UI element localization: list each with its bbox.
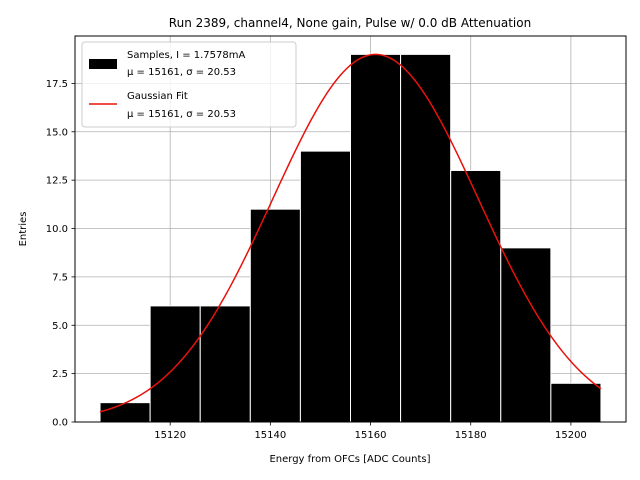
- legend-histogram-label: Samples, I = 1.7578mA: [127, 50, 245, 61]
- histogram-bar: [400, 53, 452, 423]
- histogram-bar: [500, 247, 552, 423]
- legend-fit-label: Gaussian Fit: [127, 91, 188, 102]
- x-axis-ticks: 15120 15140 15160 15180 15200: [154, 422, 587, 441]
- y-tick-label: 2.5: [52, 369, 68, 380]
- y-tick-label: 0.0: [52, 418, 68, 429]
- histogram-bar: [199, 305, 251, 423]
- y-tick-label: 12.5: [46, 176, 68, 187]
- y-axis-ticks: 0.0 2.5 5.0 7.5 10.0 12.5 15.0 17.5: [46, 79, 75, 429]
- histogram-bar: [350, 53, 402, 423]
- legend-histogram-stats: μ = 15161, σ = 20.53: [127, 67, 236, 78]
- y-tick-label: 5.0: [52, 321, 68, 332]
- y-axis-label: Entries: [18, 212, 29, 247]
- histogram-bar: [450, 169, 502, 423]
- y-tick-label: 15.0: [46, 127, 68, 138]
- histogram-bar: [550, 382, 602, 423]
- chart-title: Run 2389, channel4, None gain, Pulse w/ …: [169, 16, 531, 30]
- x-tick-label: 15180: [455, 430, 487, 441]
- gaussian-fit-curve: [99, 53, 602, 413]
- y-tick-label: 7.5: [52, 272, 68, 283]
- x-tick-label: 15140: [254, 430, 286, 441]
- legend: Samples, I = 1.7578mA μ = 15161, σ = 20.…: [81, 41, 297, 128]
- y-tick-label: 10.0: [46, 224, 68, 235]
- legend-box: [81, 41, 297, 128]
- x-axis-label: Energy from OFCs [ADC Counts]: [269, 454, 430, 465]
- legend-histogram-swatch: [89, 59, 117, 69]
- histogram-bar: [149, 305, 201, 423]
- histogram-bar: [249, 208, 301, 423]
- x-tick-label: 15160: [355, 430, 387, 441]
- x-tick-label: 15120: [154, 430, 186, 441]
- histogram-bar: [299, 150, 351, 423]
- histogram-bar: [99, 402, 151, 423]
- histogram-bars: [99, 53, 602, 423]
- legend-fit-stats: μ = 15161, σ = 20.53: [127, 109, 236, 120]
- x-tick-label: 15200: [555, 430, 587, 441]
- plot-frame: [74, 35, 627, 423]
- y-tick-label: 17.5: [46, 79, 68, 90]
